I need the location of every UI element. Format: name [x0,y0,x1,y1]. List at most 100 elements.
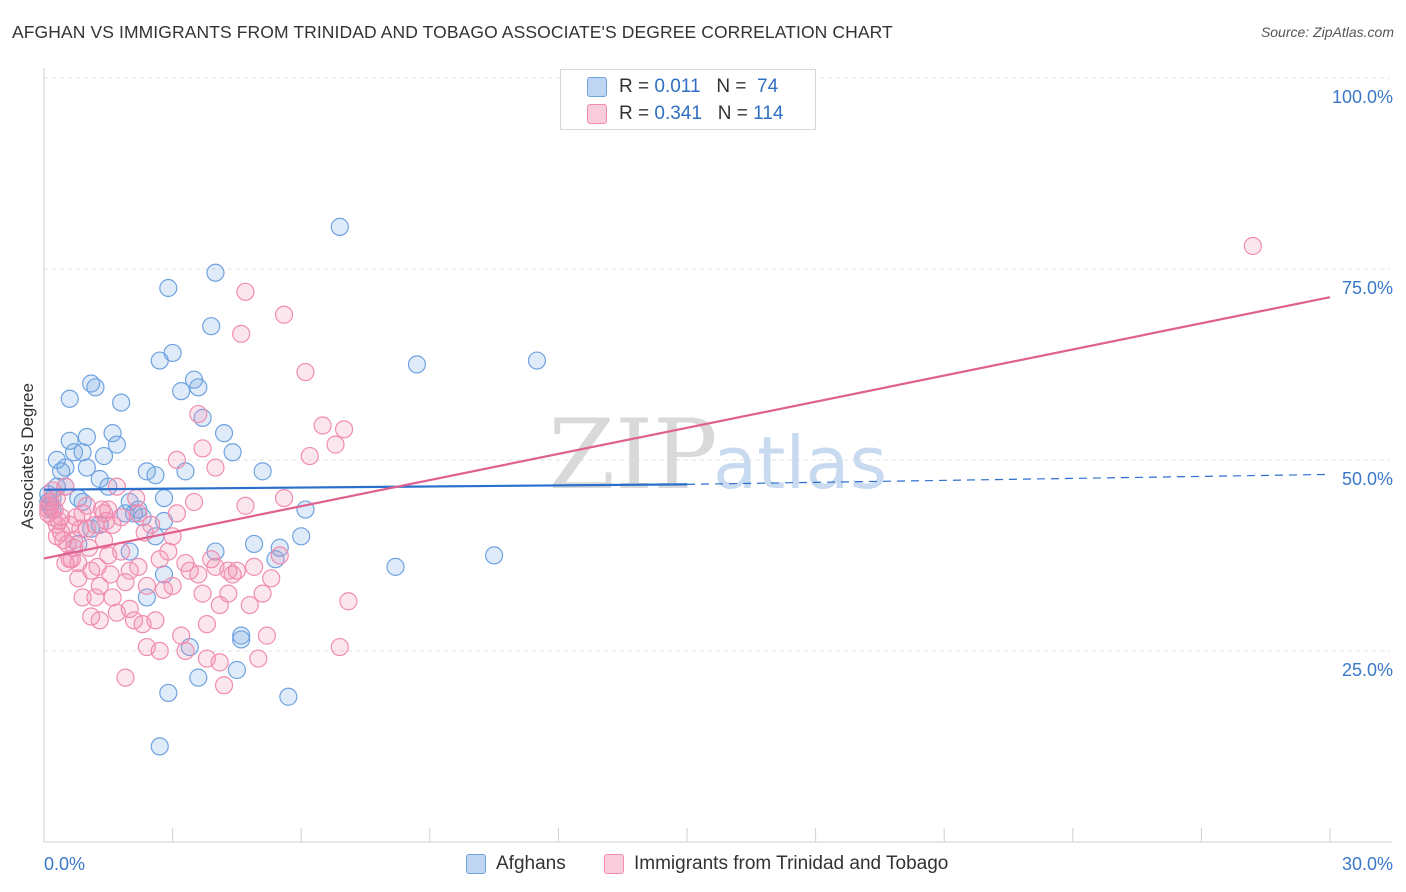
gridlines [44,77,1390,652]
chart-title: AFGHAN VS IMMIGRANTS FROM TRINIDAD AND T… [12,22,893,42]
trinidad-point [313,416,332,435]
afghans-point [60,431,79,450]
x-tick-labels: 0.0% 30.0% [44,854,1393,874]
afghans-point [386,557,405,576]
afghans-point [189,378,208,397]
trinidad-point [120,561,139,580]
afghans-point [107,435,126,454]
trinidad-point [112,508,131,527]
trinidad-point [82,607,101,626]
legend-box: R = 0.011 N = 74 R = 0.341 N = 114 [560,69,816,130]
trinidad-point [172,626,191,645]
trinidad-point [124,611,144,630]
afghans-point [159,683,178,703]
afghans-point [60,389,79,408]
source-label: Source: ZipAtlas.com [1260,24,1394,40]
trinidad-point [159,542,178,561]
trinidad-point [127,489,146,508]
bottom-legend-afghans: Afghans [466,852,566,876]
legend-swatch-afghans [587,77,607,97]
afghans-point [485,546,504,565]
bottom-legend-swatch-afghans [466,854,486,874]
trinidad-point [142,515,161,534]
trinidad-point [129,557,148,576]
y-tick-labels: 25.0% 50.0% 75.0% 100.0% [1332,87,1393,680]
trinidad-point [189,404,208,424]
trinidad-point [112,542,131,561]
legend-r-value: 0.341 [654,103,702,124]
trinidad-point [146,611,165,630]
afghans-point [172,382,191,401]
trinidad-point [257,626,277,645]
afghans-point [73,443,92,462]
afghans-point [56,458,75,477]
afghans-point [244,534,264,554]
afghans-point [330,217,349,236]
trinidad-point [120,599,139,618]
trinidad-point [189,565,208,584]
bottom-legend-swatch-trinidad [604,854,624,874]
legend-n-label: N = [716,76,747,97]
trinidad-point [90,611,109,630]
trinidad-point [326,435,345,454]
afghans-point [292,527,311,546]
trinidad-point [167,450,186,469]
trinidad-point [103,588,122,607]
afghans-point [202,317,221,336]
afghans-point [154,489,174,508]
trinidad-point [184,492,204,512]
trinidad-point [47,489,66,508]
afghans-point [527,351,547,370]
afghans-point [103,424,122,443]
trinidad-point [300,446,319,466]
afghans-point [206,263,225,282]
trinidad-point [176,641,195,661]
afghans-trend-line [43,483,688,491]
trinidad-point [236,282,255,301]
legend-n-value: 114 [753,103,784,124]
trinidad-point [274,305,294,324]
legend-r-label: R = [619,76,650,97]
trinidad-point [101,565,120,584]
trend-lines [43,296,1331,560]
bottom-legend-label-trinidad: Immigrants from Trinidad and Tobago [634,853,949,874]
trinidad-point [240,595,259,615]
trinidad-point [167,504,186,523]
trinidad-point [249,649,268,668]
trinidad-point [339,592,358,611]
trinidad-point [1243,236,1262,256]
trinidad-point [274,489,294,508]
trinidad-point [150,641,169,661]
trinidad-point [107,477,126,496]
axes [43,68,1392,843]
x-tick-label: 0.0% [44,854,85,874]
trinidad-point [97,511,116,531]
trinidad-point [90,576,109,596]
afghans-point [270,538,289,557]
trinidad-point [73,588,92,607]
afghans-point [189,668,208,687]
legend-swatch-trinidad [587,104,607,124]
trinidad-point [253,584,272,603]
legend-n-label: N = [717,103,748,124]
trinidad-point [262,569,281,588]
trinidad-point [197,615,216,634]
trinidad-point [219,584,238,603]
afghans-point [253,462,272,481]
trinidad-point [227,561,246,580]
y-tick-label: 25.0% [1342,660,1393,680]
trinidad-point [193,439,212,458]
legend-row-afghans: R = 0.011 N = 74 [587,75,778,99]
trinidad-point [58,534,77,554]
afghans-point [77,427,96,447]
bottom-legend-label-afghans: Afghans [496,853,566,874]
trinidad-point [71,519,90,538]
trinidad-point [77,519,96,538]
legend-r-value: 0.011 [654,76,701,97]
legend-n-value: 74 [757,76,779,97]
trinidad-point [214,676,234,695]
afghans-point [86,378,105,397]
afghans-point [232,630,251,649]
afghans-point [279,687,298,706]
